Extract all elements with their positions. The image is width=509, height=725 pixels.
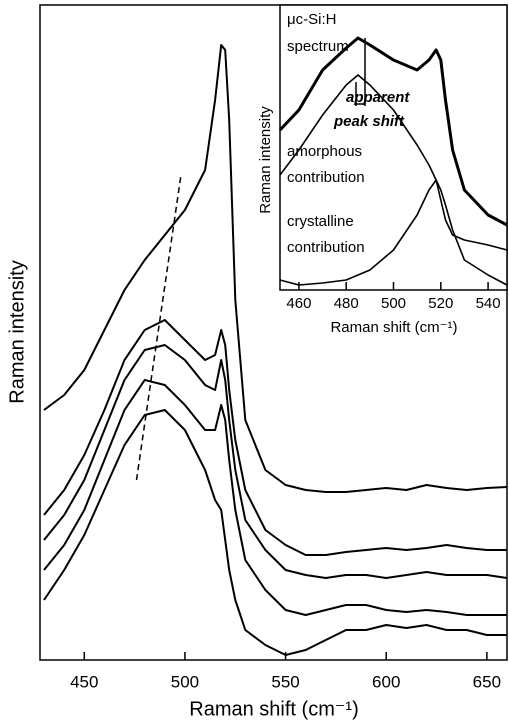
spectrum-line — [279, 74, 508, 251]
annotation: amorphous — [287, 143, 362, 160]
y-axis-title: Raman intensity — [257, 106, 274, 214]
y-axis-title: Raman intensity — [6, 260, 28, 403]
x-tick-label: 500 — [381, 295, 406, 312]
annotation: crystalline — [287, 213, 354, 230]
main-plot: 450 500 550 600 650 Raman shift (cm⁻¹) Raman i… — [6, 44, 508, 720]
x-tick-label: 460 — [286, 295, 311, 312]
x-axis-title: Raman shift (cm⁻¹) — [189, 698, 358, 720]
annotation: contribution — [287, 169, 365, 186]
annotation: μc-Si:H — [287, 11, 336, 28]
x-tick-label: 450 — [70, 672, 98, 691]
plot-frame — [39, 4, 508, 661]
peak-shift-guide — [135, 174, 182, 481]
spectrum-line — [43, 379, 507, 616]
x-tick-label: 480 — [334, 295, 359, 312]
spectrum-line — [43, 44, 508, 493]
x-tick-label: 520 — [428, 295, 453, 312]
spectrum-line — [43, 344, 508, 579]
spectrum-line — [279, 179, 508, 286]
annotation: peak shift — [333, 113, 405, 130]
x-tick-label: 600 — [372, 672, 400, 691]
peak-shift-bracket — [355, 38, 366, 106]
spectrum-line — [278, 36, 508, 227]
annotation: apparent — [346, 89, 410, 106]
annotation: contribution — [287, 239, 365, 256]
spectrum-line — [43, 409, 507, 656]
inset-plot: 460 480 500 520 540 Raman shift (cm⁻¹) Raman i… — [257, 11, 508, 336]
x-tick-label: 650 — [473, 672, 501, 691]
x-tick-label: 550 — [271, 672, 299, 691]
spectrum-line — [43, 319, 507, 556]
annotation: spectrum — [287, 38, 349, 55]
x-axis-title: Raman shift (cm⁻¹) — [330, 319, 457, 336]
inset-frame — [279, 4, 508, 291]
x-tick-label: 540 — [476, 295, 501, 312]
x-tick-label: 500 — [171, 672, 199, 691]
